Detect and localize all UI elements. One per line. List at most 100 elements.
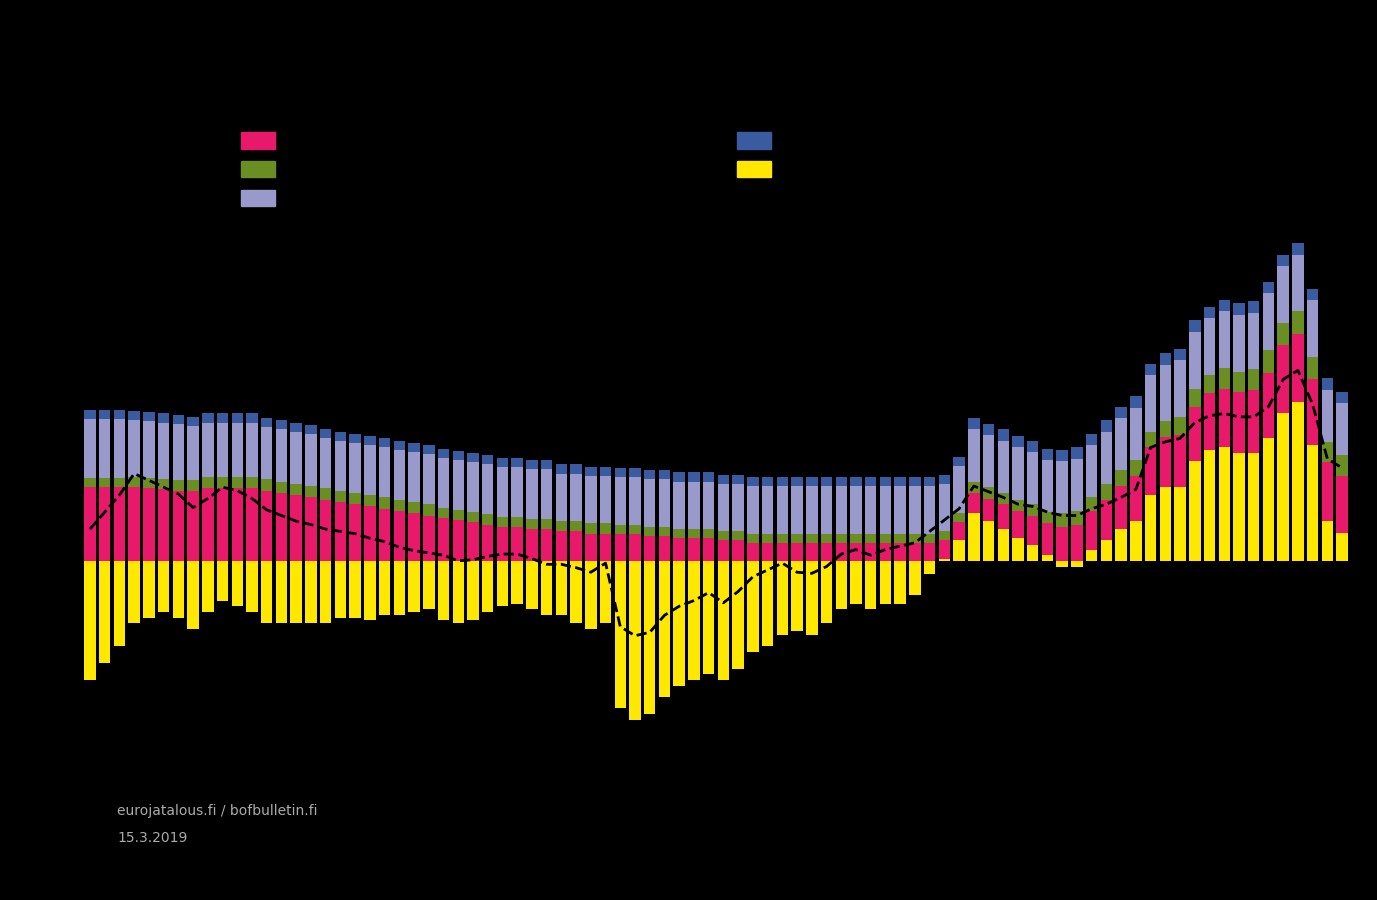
Bar [556, 561, 567, 616]
Bar [1307, 356, 1318, 380]
Bar [1248, 453, 1260, 561]
Bar [1322, 390, 1333, 442]
Bar [1086, 434, 1097, 446]
Bar [865, 534, 876, 543]
Bar [1234, 453, 1245, 561]
Bar [1336, 533, 1348, 561]
Bar [1336, 476, 1348, 533]
Bar [924, 534, 935, 543]
Bar [570, 561, 582, 623]
Bar [187, 417, 198, 426]
Text: eurojatalous.fi / bofbulletin.fi: eurojatalous.fi / bofbulletin.fi [117, 804, 318, 817]
Bar [231, 413, 242, 422]
Bar [409, 443, 420, 452]
Bar [364, 436, 376, 446]
Bar [953, 465, 965, 513]
Bar [482, 464, 493, 515]
Bar [688, 472, 700, 482]
Bar [997, 529, 1009, 561]
Bar [1248, 302, 1260, 312]
Bar [629, 561, 640, 720]
Bar [673, 538, 684, 561]
Bar [511, 526, 523, 561]
Bar [1336, 403, 1348, 455]
Bar [614, 525, 627, 534]
Bar [128, 411, 140, 420]
Bar [99, 487, 110, 561]
Bar [379, 447, 390, 498]
Bar [909, 534, 921, 543]
Bar [939, 559, 950, 561]
Bar [1292, 334, 1304, 402]
Bar [1100, 432, 1113, 484]
Bar [939, 484, 950, 531]
Bar [1115, 407, 1126, 418]
Bar [806, 477, 818, 486]
Bar [1012, 436, 1023, 447]
Bar [1131, 476, 1142, 521]
Bar [1115, 418, 1126, 470]
Bar [909, 561, 921, 595]
Bar [585, 534, 596, 561]
Bar [128, 561, 140, 623]
Bar [364, 446, 376, 495]
Bar [1190, 332, 1201, 389]
Bar [158, 422, 169, 479]
Bar [497, 458, 508, 467]
Bar [187, 561, 198, 629]
Bar [541, 519, 552, 529]
Bar [702, 482, 715, 529]
Bar [748, 534, 759, 543]
Bar [350, 561, 361, 617]
Bar [275, 493, 288, 561]
Bar [275, 429, 288, 482]
Bar [438, 508, 449, 518]
Bar [1336, 455, 1348, 476]
Bar [335, 561, 346, 617]
Bar [423, 446, 435, 454]
Bar [409, 502, 420, 513]
Bar [1292, 243, 1304, 255]
Bar [1012, 511, 1023, 538]
Bar [658, 526, 671, 536]
Bar [275, 420, 288, 429]
Bar [99, 561, 110, 663]
Bar [717, 474, 730, 484]
Bar [231, 561, 242, 607]
Bar [1307, 380, 1318, 446]
Bar [939, 531, 950, 541]
Bar [216, 477, 229, 489]
Bar [777, 486, 788, 534]
Bar [880, 534, 891, 543]
Bar [335, 502, 346, 561]
Bar [850, 534, 862, 543]
Bar [1056, 450, 1069, 461]
Bar [821, 561, 832, 623]
Bar [453, 520, 464, 561]
Bar [541, 469, 552, 519]
Bar [850, 477, 862, 486]
Bar [216, 489, 229, 561]
Bar [895, 534, 906, 543]
Bar [216, 422, 229, 477]
Bar [821, 486, 832, 534]
Bar [570, 521, 582, 531]
Bar [231, 477, 242, 489]
Bar [1086, 550, 1097, 561]
Bar [423, 561, 435, 608]
Bar [275, 482, 288, 493]
Bar [909, 477, 921, 486]
Bar [541, 460, 552, 469]
Bar [717, 531, 730, 541]
Bar [761, 477, 774, 486]
Bar [968, 429, 979, 482]
Bar [291, 495, 302, 561]
Bar [350, 504, 361, 561]
Bar [748, 543, 759, 561]
Text: 15.3.2019: 15.3.2019 [117, 831, 187, 844]
Bar [379, 508, 390, 561]
Bar [409, 561, 420, 612]
Bar [1071, 561, 1082, 567]
Bar [836, 486, 847, 534]
Bar [658, 479, 671, 526]
